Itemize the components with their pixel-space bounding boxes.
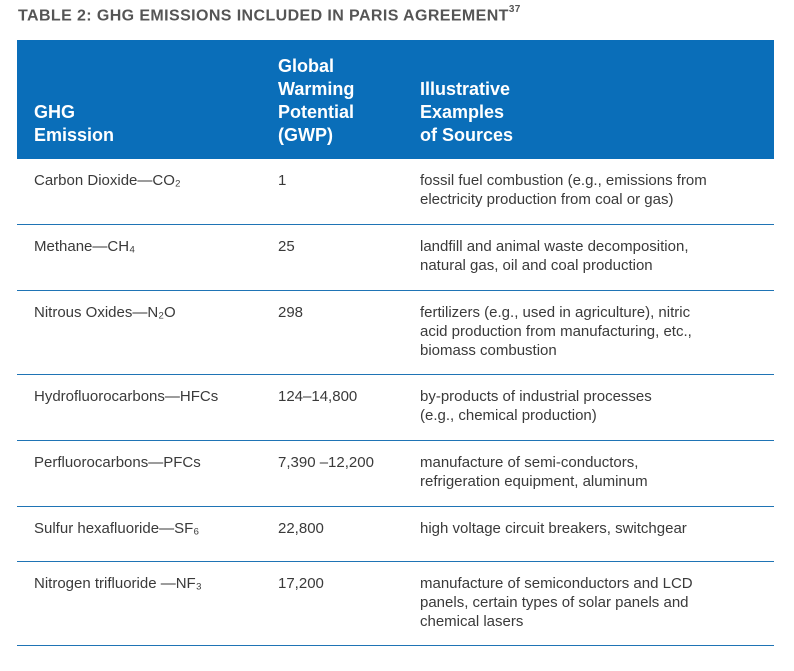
header-line: (GWP) [278,125,333,145]
gwp-cell: 1 [260,159,407,225]
header-gwp: Global Warming Potential (GWP) [260,40,407,159]
sources-cell: manufacture of semi-conductors, refriger… [407,440,774,507]
gwp-cell: 25 [260,224,407,291]
sources-line: manufacture of semi-conductors, [420,453,639,471]
table-row: Sulfur hexafluoride—SF₆ 22,800 high volt… [17,506,774,562]
emission-cell: Perfluorocarbons—PFCs [17,440,260,507]
sources-line: landfill and animal waste decomposition, [420,237,689,255]
header-line: Potential [278,102,355,122]
sources-cell: fossil fuel combustion (e.g., emissions … [407,159,774,225]
sources-line: chemical lasers [420,612,524,630]
table-row: Perfluorocarbons—PFCs 7,390 –12,200 manu… [17,440,774,507]
sources-line: high voltage circuit breakers, switchgea… [420,519,687,537]
gwp-cell: 22,800 [260,506,407,562]
emission-cell: Hydrofluorocarbons—HFCs [17,374,260,441]
sources-line: by-products of industrial processes [420,387,652,405]
table-row: Nitrogen trifluoride —NF₃ 17,200 manufac… [17,561,774,646]
sources-line: panels, certain types of solar panels an… [420,593,689,611]
table-row: Methane—CH₄ 25 landfill and animal waste… [17,224,774,291]
header-line: of Sources [420,125,514,145]
emission-cell: Nitrogen trifluoride —NF₃ [17,561,260,646]
gwp-cell: 7,390 –12,200 [260,440,407,507]
header-row: GHG Emission Global Warming Potential (G… [17,40,774,159]
table-row: Carbon Dioxide—CO₂ 1 fossil fuel combust… [17,159,774,225]
header-line: Warming [278,79,355,99]
table-body: Carbon Dioxide—CO₂ 1 fossil fuel combust… [17,159,774,646]
gwp-cell: 124–14,800 [260,374,407,441]
header-sources: Illustrative Examples of Sources [407,40,774,159]
sources-line: fossil fuel combustion (e.g., emissions … [420,172,707,189]
gwp-cell: 17,200 [260,561,407,646]
emission-cell: Sulfur hexafluoride—SF₆ [17,506,260,562]
sources-cell: manufacture of semiconductors and LCD pa… [407,561,774,646]
table-row: Nitrous Oxides—N₂O 298 fertilizers (e.g.… [17,290,774,375]
header-line: Examples [420,102,505,122]
gwp-cell: 298 [260,290,407,375]
sources-cell: fertilizers (e.g., used in agriculture),… [407,290,774,375]
sources-line: manufacture of semiconductors and LCD [420,574,693,592]
sources-line: fertilizers (e.g., used in agriculture),… [420,303,691,321]
header-line: Global [278,56,335,76]
footnote-marker: 37 [508,4,521,15]
sources-cell: high voltage circuit breakers, switchgea… [407,506,774,562]
header-line: Illustrative [420,79,511,99]
emission-cell: Methane—CH₄ [17,224,260,291]
sources-cell: by-products of industrial processes (e.g… [407,374,774,441]
table-header: GHG Emission Global Warming Potential (G… [17,40,774,159]
emission-cell: Nitrous Oxides—N₂O [17,290,260,375]
table-title: TABLE 2: GHG EMISSIONS INCLUDED IN PARIS… [18,4,521,25]
ghg-emissions-table: GHG Emission Global Warming Potential (G… [17,40,774,646]
sources-line: (e.g., chemical production) [420,406,597,424]
table-row: Hydrofluorocarbons—HFCs 124–14,800 by-pr… [17,374,774,441]
header-line: Emission [34,125,115,145]
emission-cell: Carbon Dioxide—CO₂ [17,159,260,225]
sources-line: electricity production from coal or gas) [420,191,674,208]
sources-line: biomass combustion [420,341,557,359]
sources-line: natural gas, oil and coal production [420,256,653,274]
sources-line: refrigeration equipment, aluminum [420,472,648,490]
header-ghg-emission: GHG Emission [17,40,260,159]
header-line: GHG [34,102,76,122]
sources-cell: landfill and animal waste decomposition,… [407,224,774,291]
table-title-text: TABLE 2: GHG EMISSIONS INCLUDED IN PARIS… [18,7,509,25]
sources-line: acid production from manufacturing, etc.… [420,322,692,340]
